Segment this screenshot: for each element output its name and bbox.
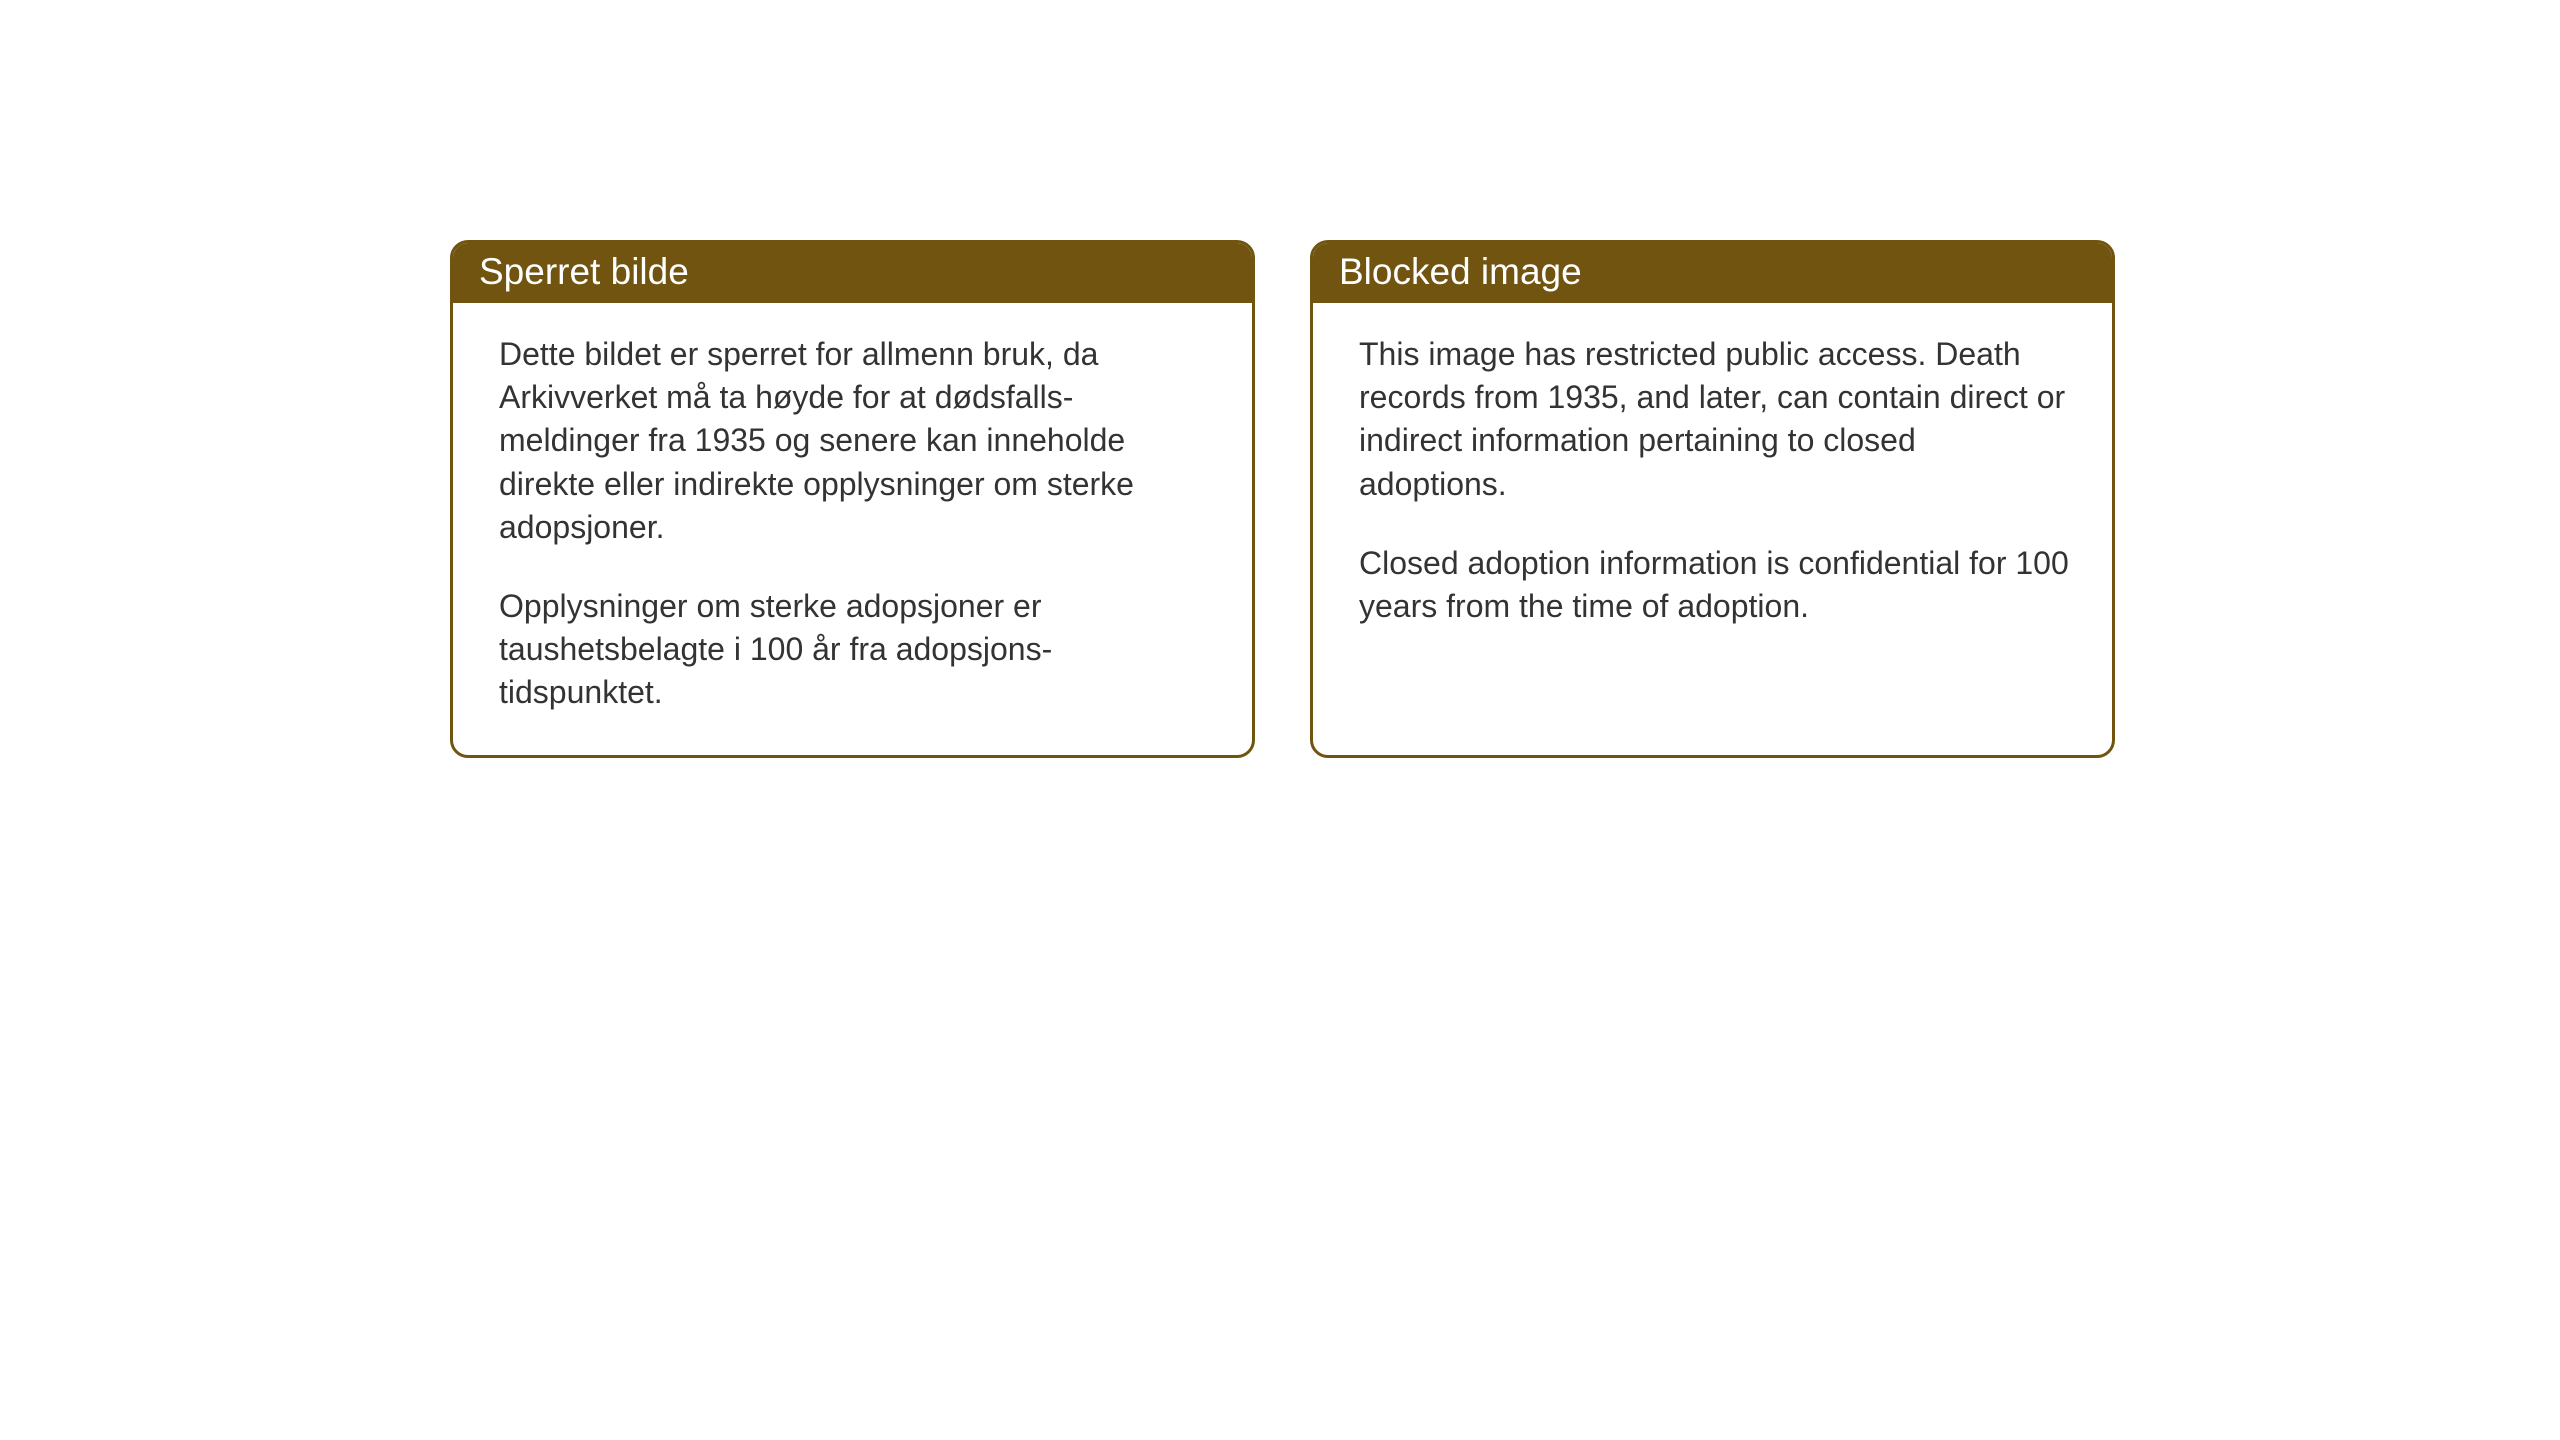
paragraph-1: Dette bildet er sperret for allmenn bruk… [499,333,1212,549]
card-title: Blocked image [1339,251,1582,292]
card-norwegian: Sperret bilde Dette bildet er sperret fo… [450,240,1255,758]
card-body-norwegian: Dette bildet er sperret for allmenn bruk… [453,303,1252,755]
card-header-norwegian: Sperret bilde [453,243,1252,303]
cards-container: Sperret bilde Dette bildet er sperret fo… [450,240,2560,758]
paragraph-1: This image has restricted public access.… [1359,333,2072,506]
card-english: Blocked image This image has restricted … [1310,240,2115,758]
card-title: Sperret bilde [479,251,689,292]
card-header-english: Blocked image [1313,243,2112,303]
paragraph-2: Opplysninger om sterke adopsjoner er tau… [499,585,1212,715]
paragraph-2: Closed adoption information is confident… [1359,542,2072,628]
card-body-english: This image has restricted public access.… [1313,303,2112,668]
